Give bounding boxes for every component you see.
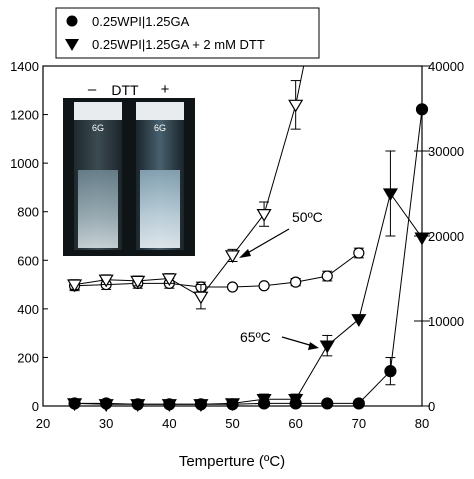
y-left-tick-label: 1400 — [10, 59, 39, 74]
x-tick-label: 60 — [288, 416, 302, 431]
vial-minus-cap — [74, 102, 122, 120]
vial-plus-liquid — [140, 170, 180, 248]
annotation-50c-arrow — [243, 228, 290, 256]
data-point-circle — [384, 365, 397, 378]
y-right-tick-label: 10000 — [428, 314, 464, 329]
y-left-tick-label: 600 — [17, 253, 39, 268]
x-tick-label: 20 — [36, 416, 50, 431]
legend-entry-0: 0.25WPI|1.25GA — [66, 14, 190, 29]
data-point-triangle — [224, 250, 241, 264]
y-left-tick-label: 400 — [17, 302, 39, 317]
vial-plus-label: 6G — [154, 123, 166, 133]
inset-dtt-label: DTT — [111, 82, 139, 98]
data-point-triangle — [130, 399, 146, 412]
data-point-circle — [226, 281, 239, 293]
inset-plus-label: + — [161, 81, 170, 98]
data-point-circle — [258, 280, 270, 292]
data-point-triangle — [67, 279, 83, 293]
legend-label-0: 0.25WPI|1.25GA — [92, 14, 190, 29]
y-right-tick-label: 20000 — [428, 229, 464, 244]
series-1 — [67, 65, 305, 310]
legend-marker-circle — [66, 15, 78, 27]
data-point-triangle — [224, 398, 241, 412]
legend-label-1: 0.25WPI|1.25GA + 2 mM DTT — [92, 37, 265, 52]
annotation-50c-arrowhead — [239, 249, 251, 258]
data-point-circle — [321, 270, 333, 282]
inset-minus-label: – — [88, 81, 97, 98]
data-point-circle — [290, 276, 302, 288]
annotation-65c: 65ºC — [240, 329, 271, 345]
y-right-tick-label: 30000 — [428, 144, 464, 159]
data-point-triangle — [319, 340, 335, 354]
data-point-triangle — [351, 314, 367, 327]
data-point-circle — [321, 397, 334, 410]
x-axis-title: Temperture (ºC) — [179, 453, 285, 470]
x-tick-label: 70 — [352, 416, 366, 431]
data-point-triangle — [288, 394, 304, 407]
series-line — [74, 192, 423, 405]
x-tick-label: 40 — [162, 416, 176, 431]
y-left-tick-label: 0 — [32, 399, 39, 414]
y-right-tick-label: 0 — [428, 399, 435, 414]
y-left-tick-label: 1000 — [10, 156, 39, 171]
data-point-triangle — [161, 399, 177, 412]
annotation-65c-arrowhead — [308, 342, 319, 350]
data-point-triangle — [288, 99, 304, 113]
vial-minus-liquid — [78, 170, 118, 248]
legend-entry-1: 0.25WPI|1.25GA + 2 mM DTT — [65, 37, 265, 52]
data-point-triangle — [193, 399, 209, 412]
data-point-triangle — [382, 188, 398, 202]
annotation-50c: 50ºC — [292, 209, 323, 225]
data-point-triangle — [256, 208, 272, 222]
annotation-65c-arrow — [281, 336, 314, 347]
data-point-triangle — [67, 398, 83, 412]
data-point-triangle — [98, 274, 114, 288]
y-left-tick-label: 200 — [17, 350, 39, 365]
data-point-circle — [352, 397, 365, 410]
series-line — [74, 252, 360, 288]
series-3 — [67, 150, 430, 412]
y-left-tick-label: 1200 — [10, 108, 39, 123]
data-point-circle — [415, 103, 429, 116]
x-tick-label: 30 — [99, 416, 113, 431]
vial-minus-label: 6G — [92, 123, 104, 133]
data-point-triangle — [193, 291, 209, 305]
y-left-tick-label: 800 — [17, 205, 39, 220]
x-tick-label: 50 — [225, 416, 239, 431]
data-point-triangle — [161, 273, 177, 287]
legend-box — [55, 7, 320, 59]
data-point-triangle — [98, 399, 114, 412]
legend-marker-triangle — [65, 39, 79, 51]
x-tick-label: 80 — [415, 416, 429, 431]
data-point-triangle — [256, 394, 272, 407]
data-point-triangle — [414, 232, 430, 246]
y-right-tick-label: 40000 — [428, 59, 464, 74]
inset-photo: 6G 6G — [63, 98, 195, 256]
data-point-circle — [353, 247, 365, 259]
data-point-triangle — [130, 275, 146, 289]
vial-plus-cap — [136, 102, 184, 120]
